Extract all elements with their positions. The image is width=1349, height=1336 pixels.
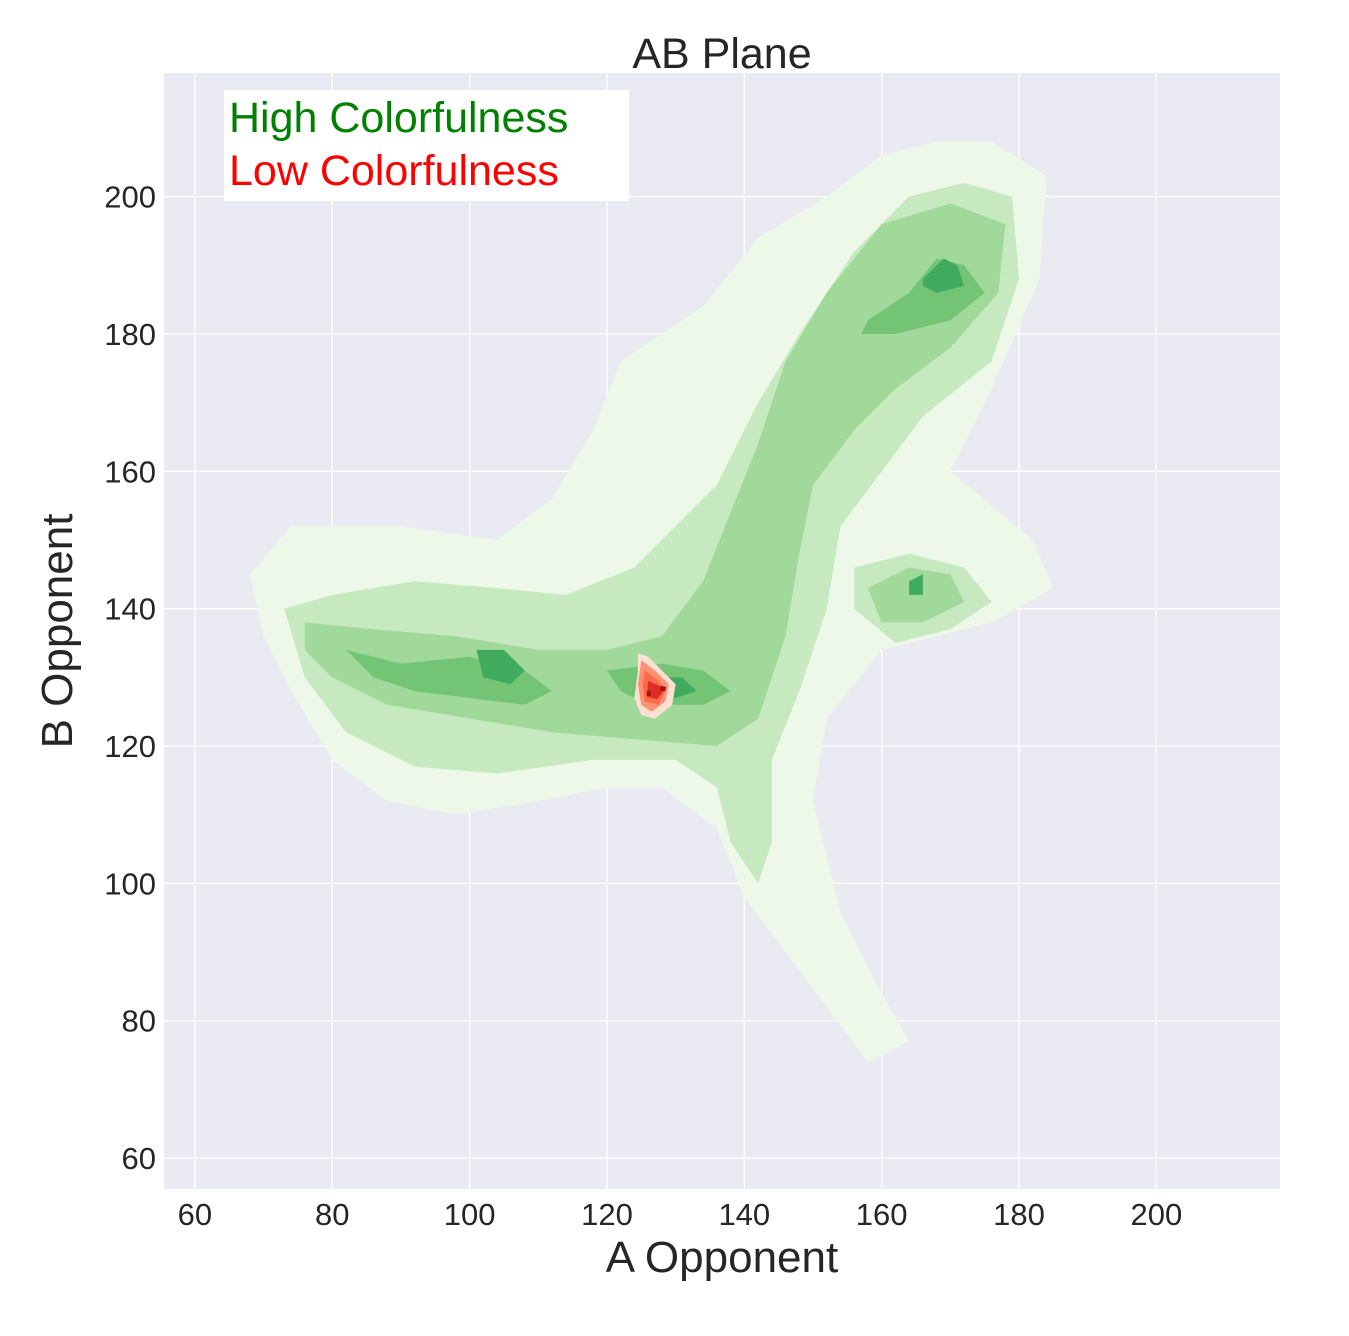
- legend-box: [224, 90, 629, 201]
- chart-title: AB Plane: [632, 30, 811, 78]
- contour-level-5: [660, 685, 666, 692]
- contour-level-5: [922, 258, 965, 293]
- y-axis-title: B Opponent: [33, 514, 82, 749]
- tick-labels: 60 80 100 120 140 160 180 200 60 80 100 120 140 160 18…: [104, 180, 1182, 1232]
- contour-level-5: [476, 649, 525, 685]
- x-tick-label: 180: [993, 1197, 1045, 1232]
- x-tick-label: 140: [718, 1197, 770, 1232]
- x-axis-title: A Opponent: [606, 1233, 838, 1282]
- y-tick-label: 120: [104, 729, 156, 764]
- contour-level-4: [346, 649, 552, 705]
- contour-level-5: [909, 574, 923, 595]
- series-high-colorfulness: [249, 141, 1054, 1062]
- y-tick-label: 180: [104, 317, 156, 352]
- legend-entry-low-colorfulness: Low Colorfulness: [229, 147, 559, 195]
- contour-level-5: [646, 691, 651, 696]
- x-tick-label: 160: [856, 1197, 908, 1232]
- y-tick-label: 100: [104, 866, 156, 901]
- y-tick-label: 200: [104, 180, 156, 215]
- x-tick-label: 60: [178, 1197, 212, 1232]
- contour-plot: [249, 141, 1054, 1062]
- series-low-colorfulness: [634, 653, 676, 719]
- legend: High Colorfulness Low Colorfulness: [224, 90, 629, 201]
- x-tick-label: 100: [444, 1197, 496, 1232]
- y-tick-label: 160: [104, 454, 156, 489]
- y-tick-label: 80: [122, 1004, 156, 1039]
- contour-level-3: [867, 567, 965, 623]
- y-tick-label: 60: [122, 1141, 156, 1176]
- legend-entry-high-colorfulness: High Colorfulness: [229, 94, 568, 142]
- x-tick-label: 80: [315, 1197, 349, 1232]
- contour-level-4: [646, 680, 665, 700]
- x-tick-label: 200: [1131, 1197, 1183, 1232]
- y-tick-label: 140: [104, 592, 156, 627]
- x-tick-label: 120: [581, 1197, 633, 1232]
- contour-level-3: [304, 203, 1006, 746]
